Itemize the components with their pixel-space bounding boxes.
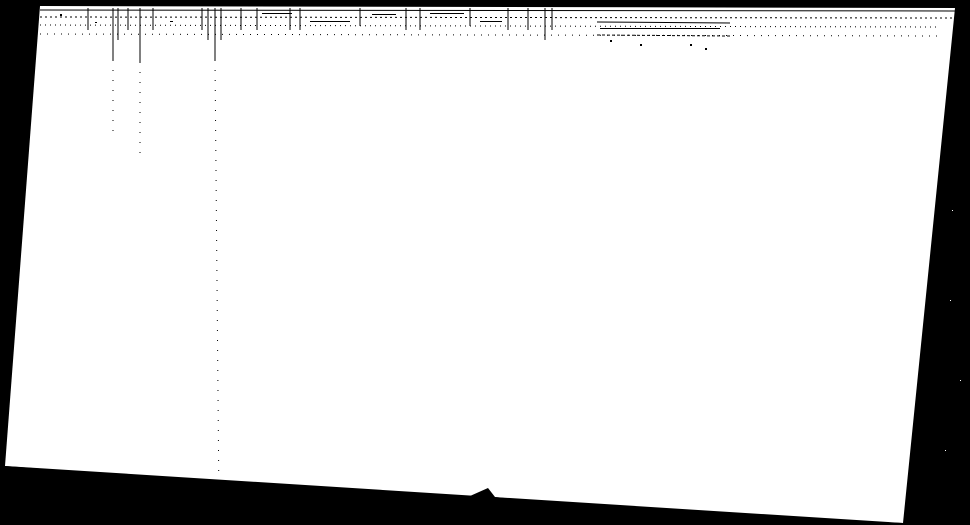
faint-column-traces (112, 59, 220, 506)
column-rules (87, 8, 553, 62)
table-rules (39, 9, 956, 37)
right-margin-specks (945, 60, 961, 451)
paper-sheet (5, 6, 955, 523)
paper-edge-shadow (0, 466, 903, 525)
ink-specks (60, 13, 720, 50)
